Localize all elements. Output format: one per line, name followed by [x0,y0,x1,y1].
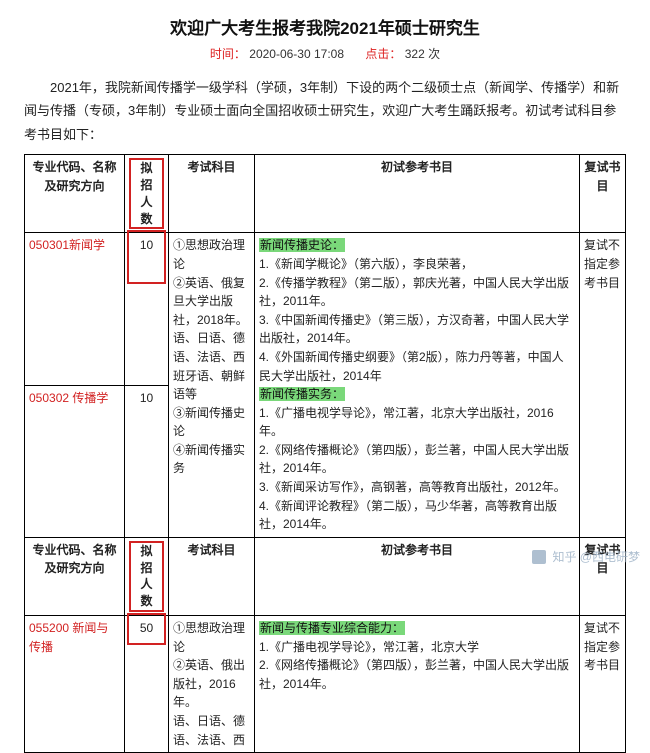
meta-line: 时间： 2020-06-30 17:08 点击： 322 次 [24,45,626,62]
ref1-body: 1.《新闻学概论》（第六版），李良荣著， 2.《传播学教程》（第二版），郭庆光著… [259,255,575,385]
reexam-1: 复试不指定参考书目 [580,233,626,538]
th-quota-2: 拟招人数 [125,537,169,615]
page-title: 欢迎广大考生报考我院2021年硕士研究生 [24,14,626,39]
th-subject: 考试科目 [169,155,255,233]
subjects-1: ①思想政治理论 ②英语、俄复旦大学出版社，2018年。 语、日语、德语、法语、西… [169,233,255,538]
ref2-body: 1.《广播电视学导论》，常江著，北京大学出版社，2016年。 2.《网络传播概论… [259,404,575,534]
subjects-2: ①思想政治理论 ②英语、俄出版社，2016年。 语、日语、德语、法语、西 [169,616,255,753]
ref3-title: 新闻与传播专业综合能力： [259,621,405,635]
reexam-2: 复试不指定参考书目 [580,616,626,753]
admission-table: 专业代码、名称及研究方向 拟招人数 考试科目 初试参考书目 复试书目 05030… [24,154,626,753]
hits-value: 322 次 [405,47,440,61]
watermark: 知乎 @西电研梦 [532,548,640,565]
major-1: 050301新闻学 [25,233,125,385]
th-major-2: 专业代码、名称及研究方向 [25,537,125,615]
ref1-title: 新闻传播史论： [259,238,345,252]
major-3: 055200 新闻与传播 [25,616,125,753]
time-value: 2020-06-30 17:08 [249,47,344,61]
th-ref-2: 初试参考书目 [255,537,580,615]
th-subject-2: 考试科目 [169,537,255,615]
zhihu-icon [532,550,546,564]
hits-label: 点击： [365,47,401,61]
th-major: 专业代码、名称及研究方向 [25,155,125,233]
major-2: 050302 传播学 [25,385,125,537]
time-label: 时间： [210,47,246,61]
intro-paragraph: 2021年，我院新闻传播学一级学科（学硕，3年制）下设的两个二级硕士点（新闻学、… [24,76,626,146]
th-reexam: 复试书目 [580,155,626,233]
ref3-body: 1.《广播电视学导论》，常江著，北京大学 2.《网络传播概论》（第四版），彭兰著… [259,638,575,694]
ref2-title: 新闻传播实务： [259,387,345,401]
ref-2: 新闻与传播专业综合能力： 1.《广播电视学导论》，常江著，北京大学 2.《网络传… [255,616,580,753]
quota-2: 10 [125,385,169,537]
th-ref: 初试参考书目 [255,155,580,233]
watermark-text: 知乎 @西电研梦 [552,548,640,565]
th-quota: 拟招人数 [125,155,169,233]
ref-1: 新闻传播史论： 1.《新闻学概论》（第六版），李良荣著， 2.《传播学教程》（第… [255,233,580,538]
quota-3: 50 [125,616,169,753]
quota-1: 10 [125,233,169,385]
